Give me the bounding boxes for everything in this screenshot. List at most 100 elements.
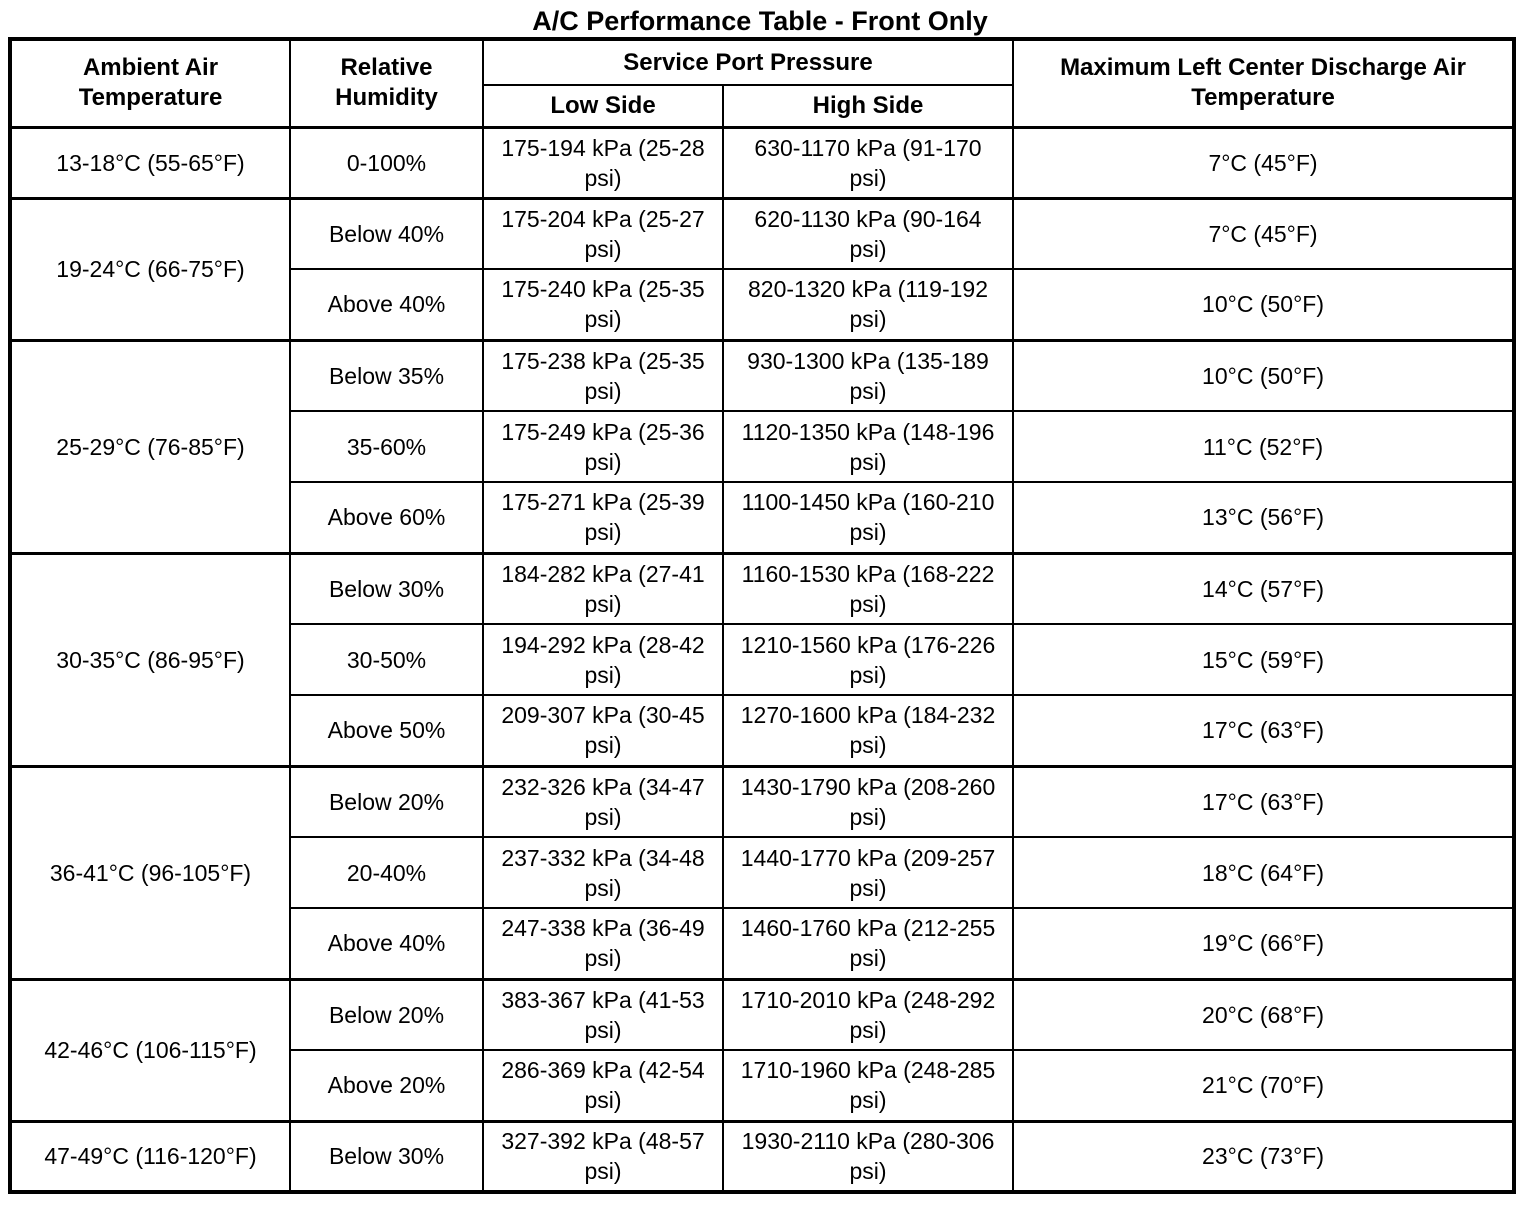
discharge-cell: 13°C (56°F) [1012, 481, 1516, 554]
discharge-cell: 17°C (63°F) [1012, 694, 1516, 767]
table-row: Above 20% 286-369 kPa (42-54 psi) 1710-1… [10, 1049, 1516, 1122]
group-47-49: 47-49°C (116-120°F) Below 30% 327-392 kP… [9, 1120, 1516, 1193]
ambient-cell: 36-41°C (96-105°F) [9, 765, 291, 980]
humidity-cell: Above 50% [289, 694, 484, 767]
discharge-cell: 7°C (45°F) [1012, 126, 1516, 199]
humidity-cell: 35-60% [289, 410, 484, 483]
group-19-24: 19-24°C (66-75°F) Below 40% 175-204 kPa … [9, 197, 1516, 341]
low-side-cell: 232-326 kPa (34-47 psi) [482, 765, 724, 838]
table-row: 19-24°C (66-75°F) Below 40% 175-204 kPa … [9, 197, 1516, 341]
ambient-cell: 30-35°C (86-95°F) [9, 552, 291, 767]
ambient-cell: 19-24°C (66-75°F) [9, 197, 291, 341]
low-side-cell: 175-238 kPa (25-35 psi) [482, 339, 724, 412]
low-side-cell: 175-240 kPa (25-35 psi) [482, 268, 724, 341]
discharge-cell: 23°C (73°F) [1012, 1120, 1516, 1193]
col-header-ambient-air-temperature: Ambient Air Temperature [9, 38, 291, 128]
header-row-top: Ambient Air Temperature Relative Humidit… [9, 38, 1516, 128]
high-side-cell: 930-1300 kPa (135-189 psi) [721, 339, 1015, 412]
low-side-cell: 194-292 kPa (28-42 psi) [482, 623, 724, 696]
low-side-cell: 247-338 kPa (36-49 psi) [482, 907, 724, 980]
group-36-41: 36-41°C (96-105°F) Below 20% 232-326 kPa… [9, 765, 1516, 980]
humidity-cell: 30-50% [289, 623, 484, 696]
humidity-cell: 20-40% [289, 836, 484, 909]
humidity-cell: Below 20% [289, 978, 484, 1051]
group-42-46: 42-46°C (106-115°F) Below 20% 383-367 kP… [9, 978, 1516, 1122]
high-side-cell: 1120-1350 kPa (148-196 psi) [721, 410, 1015, 483]
page-title: A/C Performance Table - Front Only [532, 6, 988, 36]
high-side-cell: 630-1170 kPa (91-170 psi) [721, 126, 1015, 199]
discharge-cell: 15°C (59°F) [1012, 623, 1516, 696]
table-row: 47-49°C (116-120°F) Below 30% 327-392 kP… [9, 1120, 1516, 1193]
high-side-cell: 620-1130 kPa (90-164 psi) [721, 197, 1015, 270]
col-header-relative-humidity: Relative Humidity [289, 38, 484, 128]
high-side-cell: 1440-1770 kPa (209-257 psi) [721, 836, 1015, 909]
group-13-18: 13-18°C (55-65°F) 0-100% 175-194 kPa (25… [9, 126, 1516, 199]
discharge-cell: 14°C (57°F) [1012, 552, 1516, 625]
col-header-service-port-pressure: Service Port Pressure [481, 38, 1015, 86]
high-side-cell: 1430-1790 kPa (208-260 psi) [721, 765, 1015, 838]
low-side-cell: 237-332 kPa (34-48 psi) [482, 836, 724, 909]
table-row: 36-41°C (96-105°F) Below 20% 232-326 kPa… [9, 765, 1516, 980]
group-30-35: 30-35°C (86-95°F) Below 30% 184-282 kPa … [9, 552, 1516, 767]
table-row: 13-18°C (55-65°F) 0-100% 175-194 kPa (25… [9, 126, 1516, 199]
low-side-cell: 175-204 kPa (25-27 psi) [482, 197, 724, 270]
low-side-cell: 175-249 kPa (25-36 psi) [482, 410, 724, 483]
col-header-high-side: High Side [721, 84, 1015, 128]
high-side-cell: 1160-1530 kPa (168-222 psi) [721, 552, 1015, 625]
high-side-cell: 820-1320 kPa (119-192 psi) [721, 268, 1015, 341]
discharge-cell: 18°C (64°F) [1012, 836, 1516, 909]
table-row: Above 50% 209-307 kPa (30-45 psi) 1270-1… [10, 694, 1516, 767]
low-side-cell: 383-367 kPa (41-53 psi) [482, 978, 724, 1051]
header-row-sub: Low Side High Side [10, 84, 1514, 128]
ambient-cell: 42-46°C (106-115°F) [9, 978, 291, 1122]
humidity-cell: Below 30% [289, 552, 484, 625]
humidity-cell: Below 40% [289, 197, 484, 270]
table-row: Above 60% 175-271 kPa (25-39 psi) 1100-1… [10, 481, 1516, 554]
humidity-cell: Below 20% [289, 765, 484, 838]
humidity-cell: Above 60% [289, 481, 484, 554]
ambient-cell: 47-49°C (116-120°F) [9, 1120, 291, 1193]
discharge-cell: 21°C (70°F) [1012, 1049, 1516, 1122]
low-side-cell: 209-307 kPa (30-45 psi) [482, 694, 724, 767]
low-side-cell: 327-392 kPa (48-57 psi) [482, 1120, 724, 1193]
discharge-cell: 10°C (50°F) [1012, 268, 1516, 341]
group-25-29: 25-29°C (76-85°F) Below 35% 175-238 kPa … [9, 339, 1516, 554]
high-side-cell: 1210-1560 kPa (176-226 psi) [721, 623, 1015, 696]
table-row: 30-35°C (86-95°F) Below 30% 184-282 kPa … [9, 552, 1516, 767]
high-side-cell: 1100-1450 kPa (160-210 psi) [721, 481, 1015, 554]
low-side-cell: 175-271 kPa (25-39 psi) [482, 481, 724, 554]
low-side-cell: 286-369 kPa (42-54 psi) [482, 1049, 724, 1122]
low-side-cell: 184-282 kPa (27-41 psi) [482, 552, 724, 625]
table-row: 20-40% 237-332 kPa (34-48 psi) 1440-1770… [10, 836, 1516, 909]
col-header-low-side: Low Side [482, 84, 724, 128]
humidity-cell: 0-100% [289, 126, 484, 199]
ac-performance-table: Ambient Air Temperature Relative Humidit… [8, 37, 1517, 1194]
discharge-cell: 7°C (45°F) [1012, 197, 1516, 270]
table-header: Ambient Air Temperature Relative Humidit… [9, 38, 1516, 128]
discharge-cell: 19°C (66°F) [1012, 907, 1516, 980]
humidity-cell: Below 35% [289, 339, 484, 412]
high-side-cell: 1460-1760 kPa (212-255 psi) [721, 907, 1015, 980]
table-row: Above 40% 175-240 kPa (25-35 psi) 820-13… [10, 268, 1516, 341]
ambient-cell: 25-29°C (76-85°F) [9, 339, 291, 554]
discharge-cell: 11°C (52°F) [1012, 410, 1516, 483]
low-side-cell: 175-194 kPa (25-28 psi) [482, 126, 724, 199]
table-row: Above 40% 247-338 kPa (36-49 psi) 1460-1… [10, 907, 1516, 980]
ambient-cell: 13-18°C (55-65°F) [9, 126, 291, 199]
col-header-max-discharge-temperature: Maximum Left Center Discharge Air Temper… [1012, 38, 1516, 128]
table-row: 25-29°C (76-85°F) Below 35% 175-238 kPa … [9, 339, 1516, 554]
high-side-cell: 1270-1600 kPa (184-232 psi) [721, 694, 1015, 767]
high-side-cell: 1710-1960 kPa (248-285 psi) [721, 1049, 1015, 1122]
high-side-cell: 1930-2110 kPa (280-306 psi) [721, 1120, 1015, 1193]
discharge-cell: 20°C (68°F) [1012, 978, 1516, 1051]
humidity-cell: Above 20% [289, 1049, 484, 1122]
discharge-cell: 10°C (50°F) [1012, 339, 1516, 412]
high-side-cell: 1710-2010 kPa (248-292 psi) [721, 978, 1015, 1051]
humidity-cell: Below 30% [289, 1120, 484, 1193]
table-row: 30-50% 194-292 kPa (28-42 psi) 1210-1560… [10, 623, 1516, 696]
table-row: 35-60% 175-249 kPa (25-36 psi) 1120-1350… [10, 410, 1516, 483]
humidity-cell: Above 40% [289, 268, 484, 341]
table-row: 42-46°C (106-115°F) Below 20% 383-367 kP… [9, 978, 1516, 1122]
humidity-cell: Above 40% [289, 907, 484, 980]
